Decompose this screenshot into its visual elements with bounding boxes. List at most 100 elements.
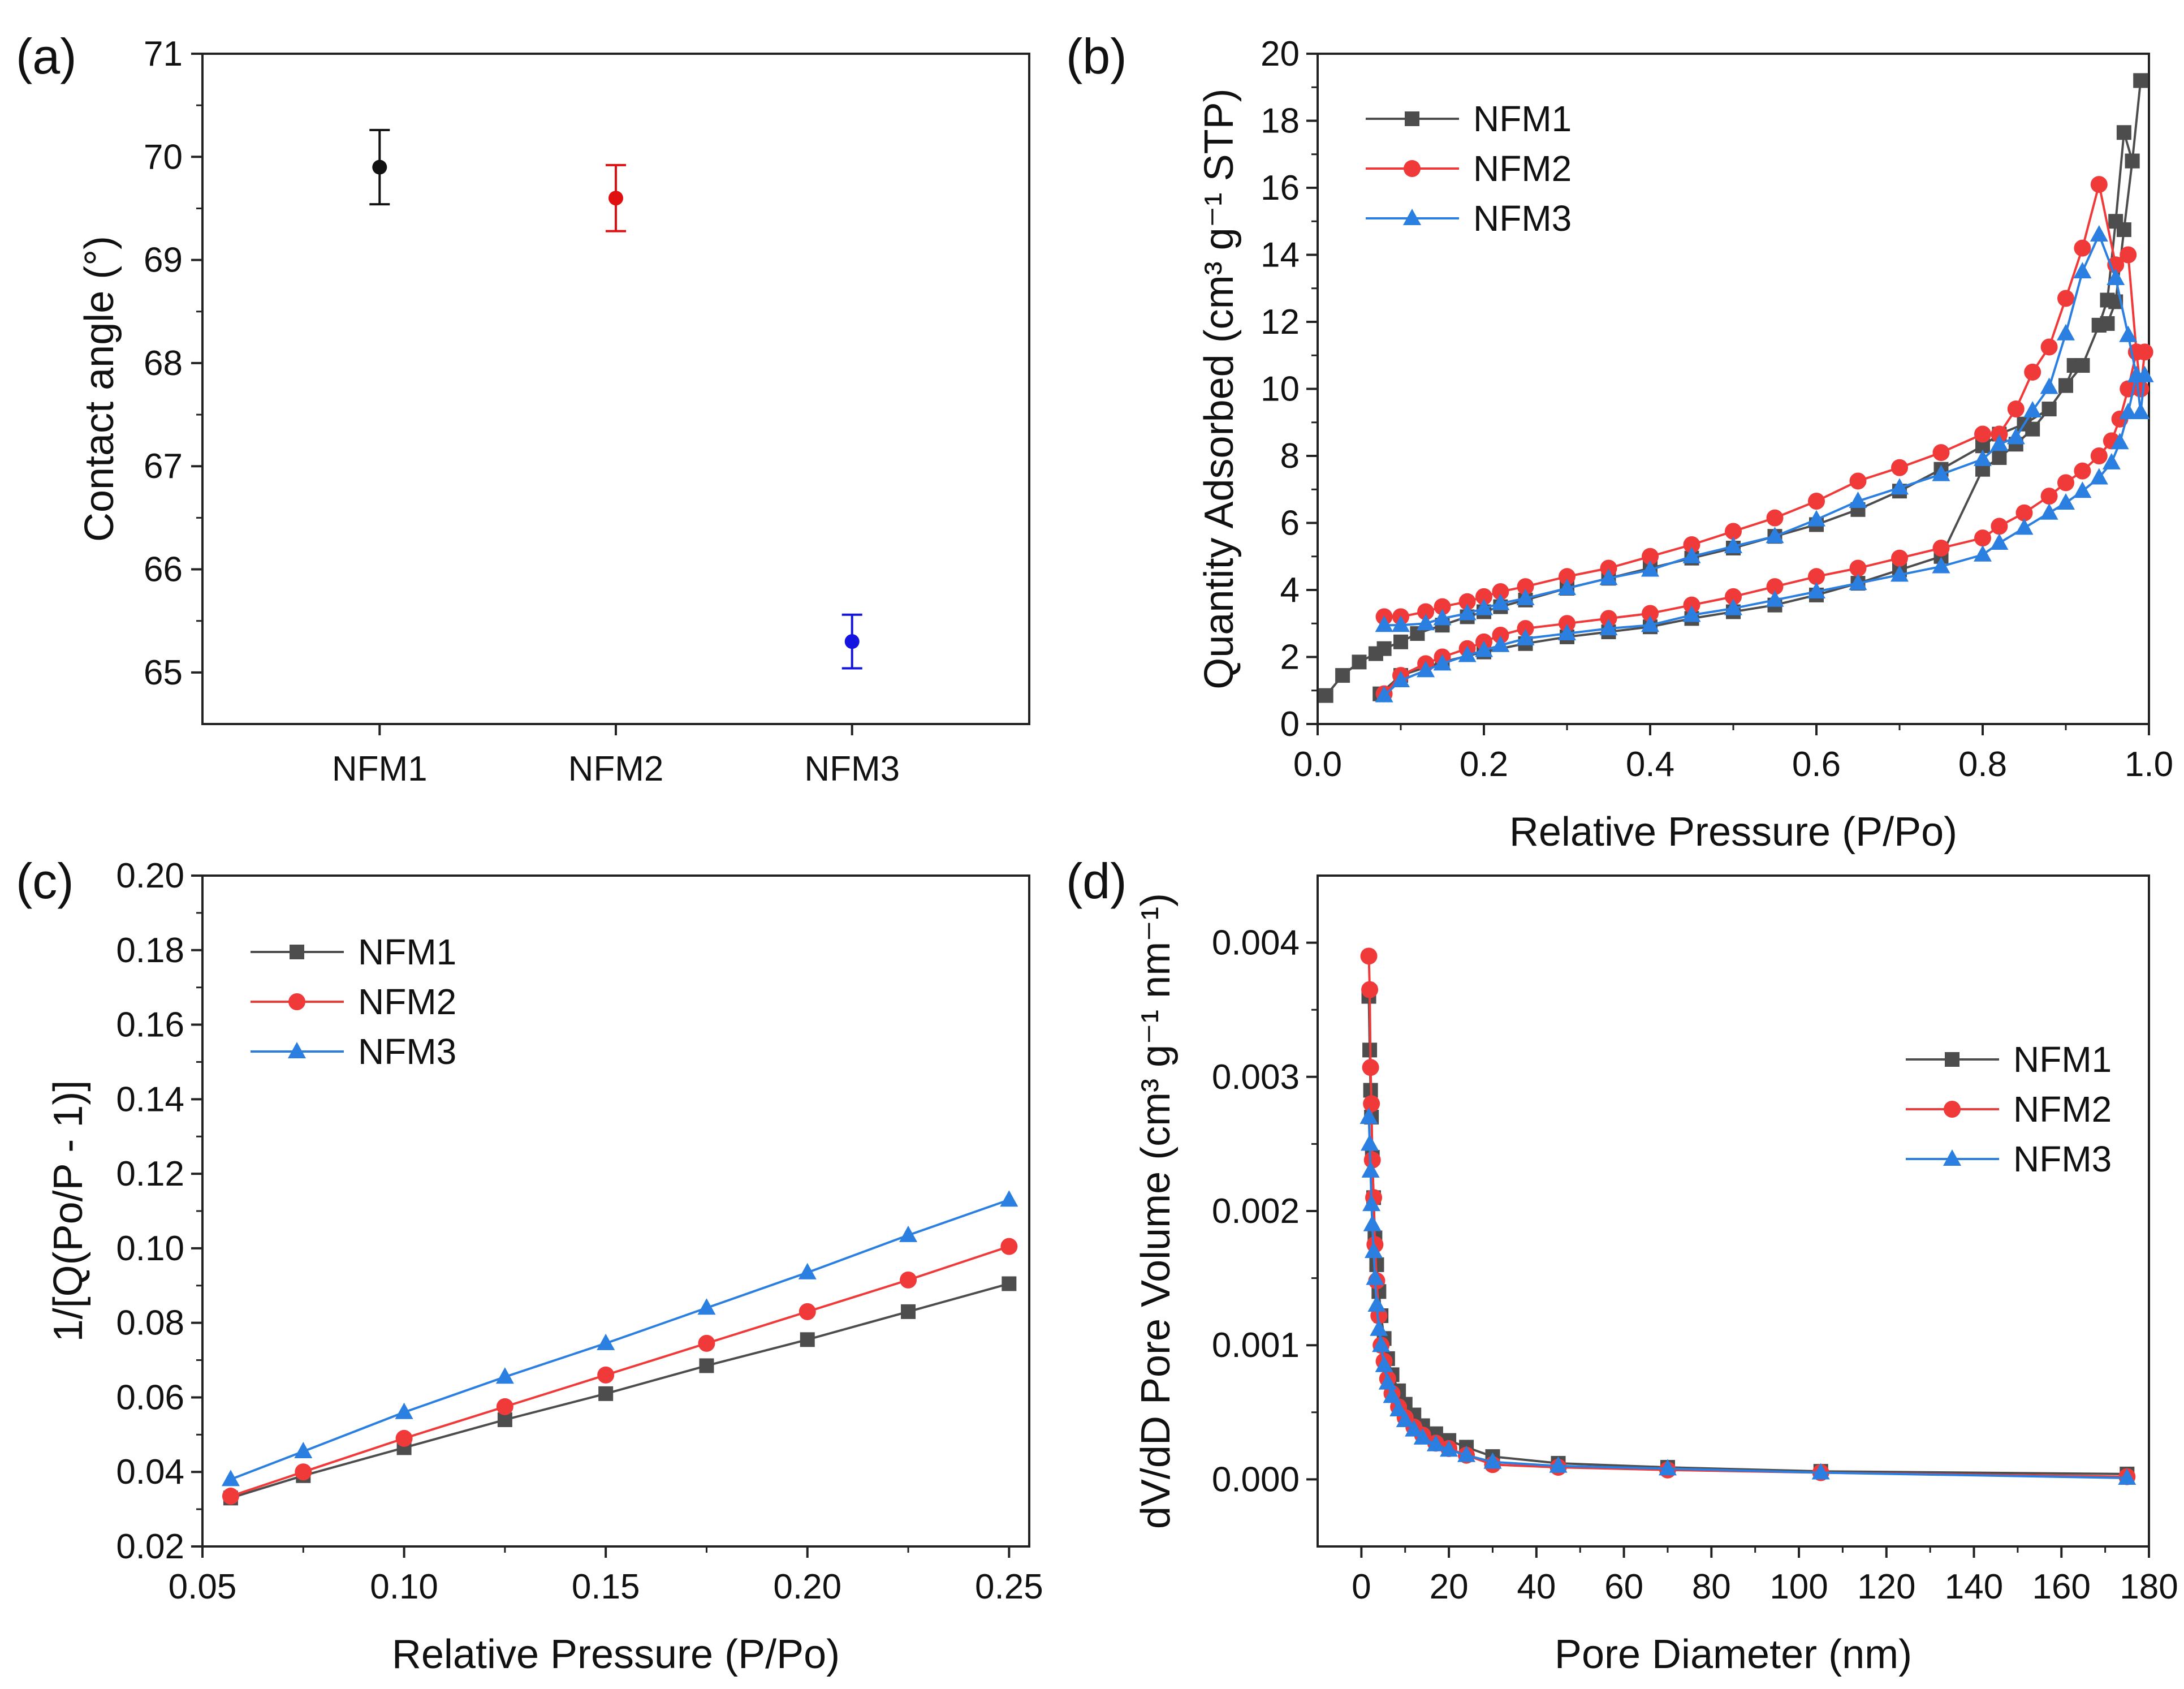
d-xtick-label: 180 [2120, 1567, 2178, 1606]
d-xtick-label: 80 [1692, 1567, 1731, 1606]
data-point-NFM3 [1641, 615, 1659, 632]
data-point-NFM3 [1361, 1161, 1380, 1178]
legend-marker-NFM2 [1404, 160, 1421, 177]
data-point-NFM3 [2131, 402, 2150, 419]
data-point-NFM3 [1491, 593, 1510, 610]
data-point-NFM2 [1458, 593, 1476, 610]
a-xtick-label: NFM2 [568, 749, 664, 789]
data-point-NFM3 [1000, 1190, 1018, 1207]
data-point-NFM1 [598, 1386, 614, 1401]
data-point-NFM2 [1600, 559, 1617, 577]
b-ytick-label: 0 [1280, 705, 1300, 744]
data-point-NFM3 [1599, 619, 1618, 636]
data-point-NFM2 [2040, 488, 2058, 505]
b-xtick-label: 1.0 [2125, 745, 2173, 784]
data-point-NFM3 [1375, 615, 1393, 632]
c-xtick-label: 0.15 [572, 1567, 640, 1606]
data-point-NFM3 [1558, 579, 1576, 596]
data-point-NFM3 [2119, 325, 2138, 342]
data-point-NFM2 [1849, 559, 1867, 577]
legend-marker-NFM3 [1403, 209, 1421, 225]
series-NFM3 [221, 1190, 1018, 1487]
a-ylabel: Contact angle (°) [77, 236, 122, 542]
series-line-NFM3 [230, 1199, 1009, 1481]
panel-d: (d) 0 20 40 60 80 100 120 140 160 180 0.000 0.001 0.0… [1066, 853, 2178, 1677]
b-xlabel: Relative Pressure (P/Po) [1509, 809, 1957, 855]
data-point-NFM3 [697, 1298, 716, 1315]
data-point-NFM3 [1990, 434, 2009, 451]
data-point-NFM1 [2108, 214, 2123, 229]
b-ytick-label: 2 [1280, 638, 1300, 677]
c-ytick-label: 0.16 [116, 1006, 184, 1045]
series-NFM3 [1375, 225, 2154, 703]
panel-label-d: (d) [1066, 853, 1127, 909]
data-point-NFM2 [1808, 492, 1825, 510]
data-point-NFM3 [1549, 1456, 1568, 1473]
data-point-NFM3 [1363, 1214, 1382, 1231]
data-point-NFM3 [1811, 1463, 1830, 1480]
b-xtick-label: 0.6 [1792, 745, 1841, 784]
data-point-NFM2 [1361, 981, 1379, 998]
data-point-NFM3 [1417, 614, 1435, 631]
data-point-NFM2 [295, 1463, 312, 1481]
data-point-NFM3 [2015, 518, 2034, 535]
a-xtick-label: NFM1 [332, 749, 428, 789]
data-point-NFM2 [1974, 529, 1991, 547]
data-point-NFM2 [1475, 588, 1492, 605]
data-point-NFM3 [1766, 527, 1784, 544]
data-point-NFM3 [2057, 493, 2075, 510]
data-point-NFM2 [1891, 549, 1908, 567]
data-point-NFM3 [2127, 365, 2146, 382]
data-point-NFM2 [1363, 1095, 1380, 1113]
data-point-NFM3 [1682, 546, 1701, 563]
b-ytick-label: 18 [1261, 102, 1300, 141]
data-point-NFM3 [1932, 557, 1950, 574]
data-point-NFM2 [1991, 518, 2008, 535]
d-xtick-label: 0 [1352, 1567, 1371, 1606]
data-point-NFM2 [1517, 578, 1534, 596]
legend-marker-NFM1 [290, 945, 304, 959]
data-point-NFM3 [1807, 510, 1825, 527]
data-point-NFM3 [2073, 262, 2092, 279]
d-ytick-label: 0.004 [1212, 924, 1300, 963]
b-xtick-label: 0.0 [1293, 745, 1342, 784]
b-ylabel: Quantity Adsorbed (cm³ g⁻¹ STP) [1197, 88, 1242, 689]
a-ytick-label: 69 [144, 241, 183, 280]
a-ytick-label: 70 [144, 137, 183, 176]
d-xtick-label: 20 [1430, 1567, 1469, 1606]
data-point-NFM3 [1378, 1373, 1397, 1390]
data-point-NFM3 [2023, 401, 2042, 418]
data-point-NFM2 [1766, 509, 1784, 527]
data-point-NFM2 [1991, 425, 2008, 443]
data-point-NFM2 [2040, 338, 2058, 356]
series-NFM2 [1375, 176, 2153, 703]
data-point-NFM2 [1492, 626, 1509, 644]
c-ytick-label: 0.04 [116, 1453, 184, 1492]
data-point-NFM1 [2075, 358, 2090, 373]
data-point-NFM2 [608, 191, 623, 206]
legend-label-NFM2: NFM2 [1473, 148, 1572, 189]
data-point-NFM2 [2024, 363, 2041, 381]
data-point-NFM2 [698, 1334, 715, 1352]
data-point-NFM3 [1458, 604, 1477, 621]
data-point-NFM2 [2074, 239, 2091, 257]
data-point-NFM2 [1362, 1059, 1379, 1076]
b-ytick-label: 10 [1261, 370, 1300, 409]
d-ytick-label: 0.000 [1212, 1460, 1300, 1499]
data-point-NFM2 [1517, 620, 1534, 637]
data-point-NFM3 [1974, 449, 1992, 466]
data-point-NFM3 [2006, 428, 2025, 445]
data-point-NFM2 [1808, 568, 1825, 585]
data-point-NFM3 [1849, 574, 1867, 591]
data-point-NFM2 [1766, 578, 1784, 596]
data-point-NFM1 [2100, 292, 2115, 308]
data-point-NFM3 [1392, 615, 1410, 632]
data-point-NFM2 [2090, 176, 2108, 193]
data-point-NFM3 [1483, 1452, 1502, 1469]
d-ytick-label: 0.002 [1212, 1192, 1300, 1231]
data-point-NFM1 [2125, 153, 2140, 169]
data-point-NFM2 [1725, 523, 1742, 540]
data-point-NFM2 [1363, 1151, 1381, 1169]
legend-marker-NFM1 [1405, 111, 1419, 126]
